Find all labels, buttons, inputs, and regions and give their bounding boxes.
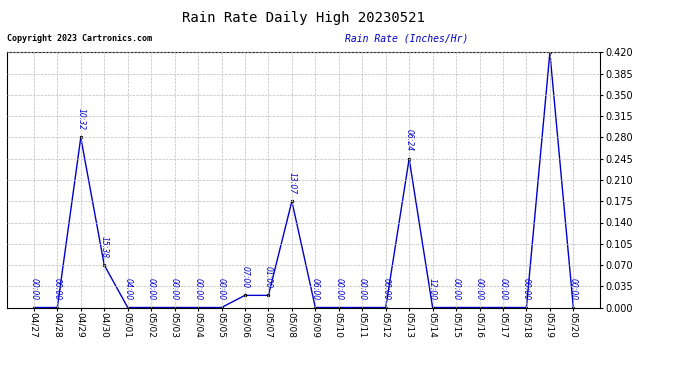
Text: 15:38: 15:38 bbox=[100, 236, 109, 258]
Text: 10:32: 10:32 bbox=[77, 108, 86, 130]
Text: 06:00: 06:00 bbox=[310, 278, 320, 300]
Text: 04:04: 04:04 bbox=[0, 374, 1, 375]
Text: 07:00: 07:00 bbox=[240, 266, 250, 288]
Text: 06:24: 06:24 bbox=[404, 129, 413, 152]
Text: 00:00: 00:00 bbox=[498, 278, 507, 300]
Text: 04:00: 04:00 bbox=[124, 278, 132, 300]
Text: Copyright 2023 Cartronics.com: Copyright 2023 Cartronics.com bbox=[7, 34, 152, 43]
Text: Rain Rate Daily High 20230521: Rain Rate Daily High 20230521 bbox=[182, 11, 425, 25]
Text: 01:00: 01:00 bbox=[264, 266, 273, 288]
Text: 12:00: 12:00 bbox=[428, 278, 437, 300]
Text: 00:00: 00:00 bbox=[334, 278, 344, 300]
Text: 13:07: 13:07 bbox=[287, 172, 297, 194]
Text: 00:00: 00:00 bbox=[475, 278, 484, 300]
Text: 00:00: 00:00 bbox=[217, 278, 226, 300]
Text: 00:00: 00:00 bbox=[147, 278, 156, 300]
Text: Rain Rate (Inches/Hr): Rain Rate (Inches/Hr) bbox=[345, 34, 469, 44]
Text: 00:00: 00:00 bbox=[194, 278, 203, 300]
Text: 00:00: 00:00 bbox=[522, 278, 531, 300]
Text: 00:00: 00:00 bbox=[357, 278, 367, 300]
Text: 00:00: 00:00 bbox=[451, 278, 460, 300]
Text: 00:00: 00:00 bbox=[30, 278, 39, 300]
Text: 00:00: 00:00 bbox=[569, 278, 578, 300]
Text: 00:00: 00:00 bbox=[53, 278, 62, 300]
Text: 00:00: 00:00 bbox=[381, 278, 390, 300]
Text: 00:00: 00:00 bbox=[170, 278, 179, 300]
